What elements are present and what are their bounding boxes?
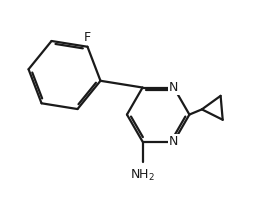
Text: F: F: [84, 31, 91, 44]
Text: N: N: [169, 81, 178, 94]
Text: NH$_2$: NH$_2$: [130, 168, 155, 183]
Text: N: N: [169, 135, 178, 148]
